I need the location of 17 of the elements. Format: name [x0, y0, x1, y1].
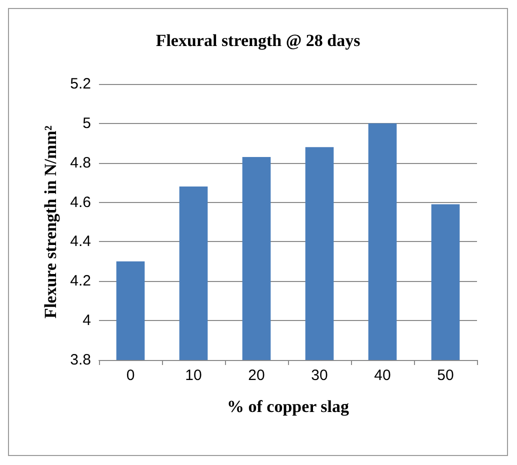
- x-axis-title: % of copper slag: [227, 397, 350, 416]
- x-tick-label: 10: [185, 367, 202, 384]
- y-tick-label: 5.2: [70, 76, 91, 92]
- y-tick-label: 4: [82, 312, 91, 330]
- y-tick-label: 4.2: [70, 272, 91, 290]
- y-tick-label: 4.6: [70, 194, 91, 211]
- y-tick-label: 4.4: [70, 233, 91, 250]
- x-tick-label: 20: [248, 367, 265, 384]
- x-tick-label: 0: [126, 367, 135, 384]
- x-tick-label: 40: [374, 367, 391, 384]
- y-tick-label: 4.8: [70, 154, 91, 172]
- x-tick-label: 30: [311, 367, 328, 384]
- y-axis-title: Flexure strength in N/mm²: [41, 126, 60, 318]
- x-tick-label: 50: [437, 367, 454, 384]
- chart-title: Flexural strength @ 28 days: [156, 31, 361, 50]
- y-tick-label: 3.8: [70, 352, 91, 368]
- y-tick-label: 5: [82, 114, 91, 132]
